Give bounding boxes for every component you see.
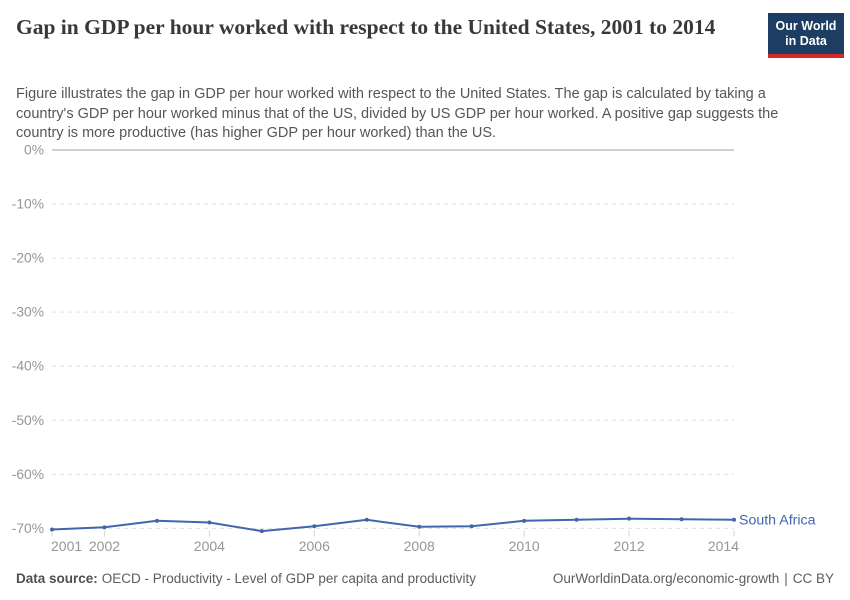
- owid-logo-line2: in Data: [785, 34, 827, 48]
- x-axis-label: 2008: [404, 538, 435, 554]
- data-point: [522, 518, 527, 523]
- data-source-note: Data source: OECD - Productivity - Level …: [16, 571, 476, 586]
- south-africa-line[interactable]: [51, 517, 735, 533]
- license-label: CC BY: [792, 571, 834, 586]
- owid-url-link[interactable]: OurWorldinData.org/economic-growth: [552, 571, 780, 586]
- owid-logo[interactable]: Our World in Data: [768, 13, 844, 58]
- chart-subtitle: Figure illustrates the gap in GDP per ho…: [16, 86, 779, 141]
- data-point: [207, 520, 212, 525]
- owid-logo-text: Our World in Data: [768, 13, 844, 54]
- data-point: [469, 524, 474, 529]
- footer-divider: |: [784, 571, 788, 586]
- data-point: [312, 524, 317, 529]
- x-axis-label: 2014: [708, 538, 739, 554]
- y-axis-label: -60%: [12, 467, 44, 482]
- chart-footer: Data source: OECD - Productivity - Level …: [16, 571, 834, 586]
- x-axis-label: 2001: [51, 538, 82, 554]
- data-point: [679, 517, 684, 522]
- data-source-label: Data source:: [16, 571, 98, 586]
- data-point: [102, 525, 107, 530]
- data-point: [154, 518, 159, 523]
- data-point: [259, 529, 264, 534]
- data-point: [574, 517, 579, 522]
- data-point: [417, 524, 422, 529]
- y-axis-label: -20%: [12, 251, 44, 266]
- series-label-south-africa[interactable]: South Africa: [739, 512, 816, 528]
- data-point: [732, 517, 736, 522]
- data-point: [50, 527, 54, 532]
- x-axis-label: 2004: [194, 538, 225, 554]
- footer-credits: OurWorldinData.org/economic-growth | CC BY: [553, 571, 834, 586]
- x-axis-label: 2006: [299, 538, 330, 554]
- x-axis-label: 2010: [509, 538, 540, 554]
- y-axis-label: 0%: [24, 143, 44, 158]
- y-axis-label: -70%: [12, 521, 44, 536]
- y-axis-label: -40%: [12, 359, 44, 374]
- data-source-text: OECD - Productivity - Level of GDP per c…: [101, 571, 476, 586]
- owid-logo-line1: Our World: [775, 19, 837, 33]
- data-point: [627, 516, 632, 521]
- chart-title: Gap in GDP per hour worked with respect …: [16, 15, 716, 39]
- y-axis-label: -30%: [12, 305, 44, 320]
- logo-red-bar: [768, 54, 844, 58]
- data-point: [364, 517, 369, 522]
- y-axis-label: -10%: [12, 197, 44, 212]
- y-axis-label: -50%: [12, 413, 44, 428]
- x-axis-label: 2012: [613, 538, 644, 554]
- x-axis-label: 2002: [89, 538, 120, 554]
